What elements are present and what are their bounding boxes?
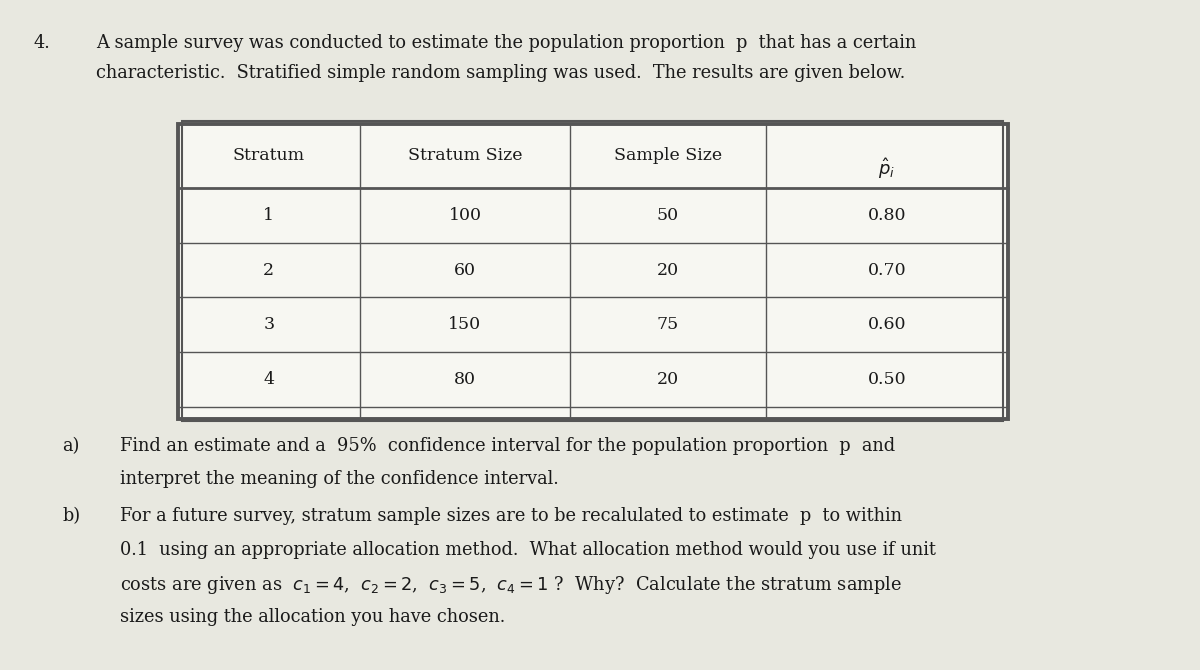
Text: sizes using the allocation you have chosen.: sizes using the allocation you have chos… <box>120 608 505 626</box>
Text: characteristic.  Stratified simple random sampling was used.  The results are gi: characteristic. Stratified simple random… <box>96 64 905 82</box>
Text: 0.70: 0.70 <box>868 261 906 279</box>
Text: a): a) <box>62 437 79 455</box>
Text: Stratum: Stratum <box>233 147 305 164</box>
Text: 100: 100 <box>449 206 481 224</box>
Text: 50: 50 <box>656 206 679 224</box>
Text: 20: 20 <box>656 371 679 389</box>
Text: 75: 75 <box>656 316 679 334</box>
Text: 3: 3 <box>263 316 275 334</box>
Text: Stratum Size: Stratum Size <box>408 147 522 164</box>
Text: A sample survey was conducted to estimate the population proportion  p  that has: A sample survey was conducted to estimat… <box>96 34 917 52</box>
Text: b): b) <box>62 507 80 525</box>
Text: 0.60: 0.60 <box>868 316 906 334</box>
Text: 2: 2 <box>263 261 275 279</box>
Text: 0.50: 0.50 <box>868 371 906 389</box>
Text: 1: 1 <box>263 206 275 224</box>
Text: 0.80: 0.80 <box>868 206 906 224</box>
Text: 0.1  using an appropriate allocation method.  What allocation method would you u: 0.1 using an appropriate allocation meth… <box>120 541 936 559</box>
Text: 60: 60 <box>454 261 476 279</box>
Text: Sample Size: Sample Size <box>613 147 722 164</box>
Text: 4: 4 <box>263 371 275 389</box>
Text: Find an estimate and a  95%  confidence interval for the population proportion  : Find an estimate and a 95% confidence in… <box>120 437 895 455</box>
Text: 20: 20 <box>656 261 679 279</box>
Text: costs are given as  $c_1 = 4$,  $c_2 = 2$,  $c_3 = 5$,  $c_4 = 1$ ?  Why?  Calcu: costs are given as $c_1 = 4$, $c_2 = 2$,… <box>120 574 902 596</box>
Text: interpret the meaning of the confidence interval.: interpret the meaning of the confidence … <box>120 470 559 488</box>
Text: 150: 150 <box>449 316 481 334</box>
Text: 4.: 4. <box>34 34 50 52</box>
Text: For a future survey, stratum sample sizes are to be recalulated to estimate  p  : For a future survey, stratum sample size… <box>120 507 902 525</box>
Text: 80: 80 <box>454 371 476 389</box>
Text: $\hat{p}_i$: $\hat{p}_i$ <box>878 156 895 181</box>
